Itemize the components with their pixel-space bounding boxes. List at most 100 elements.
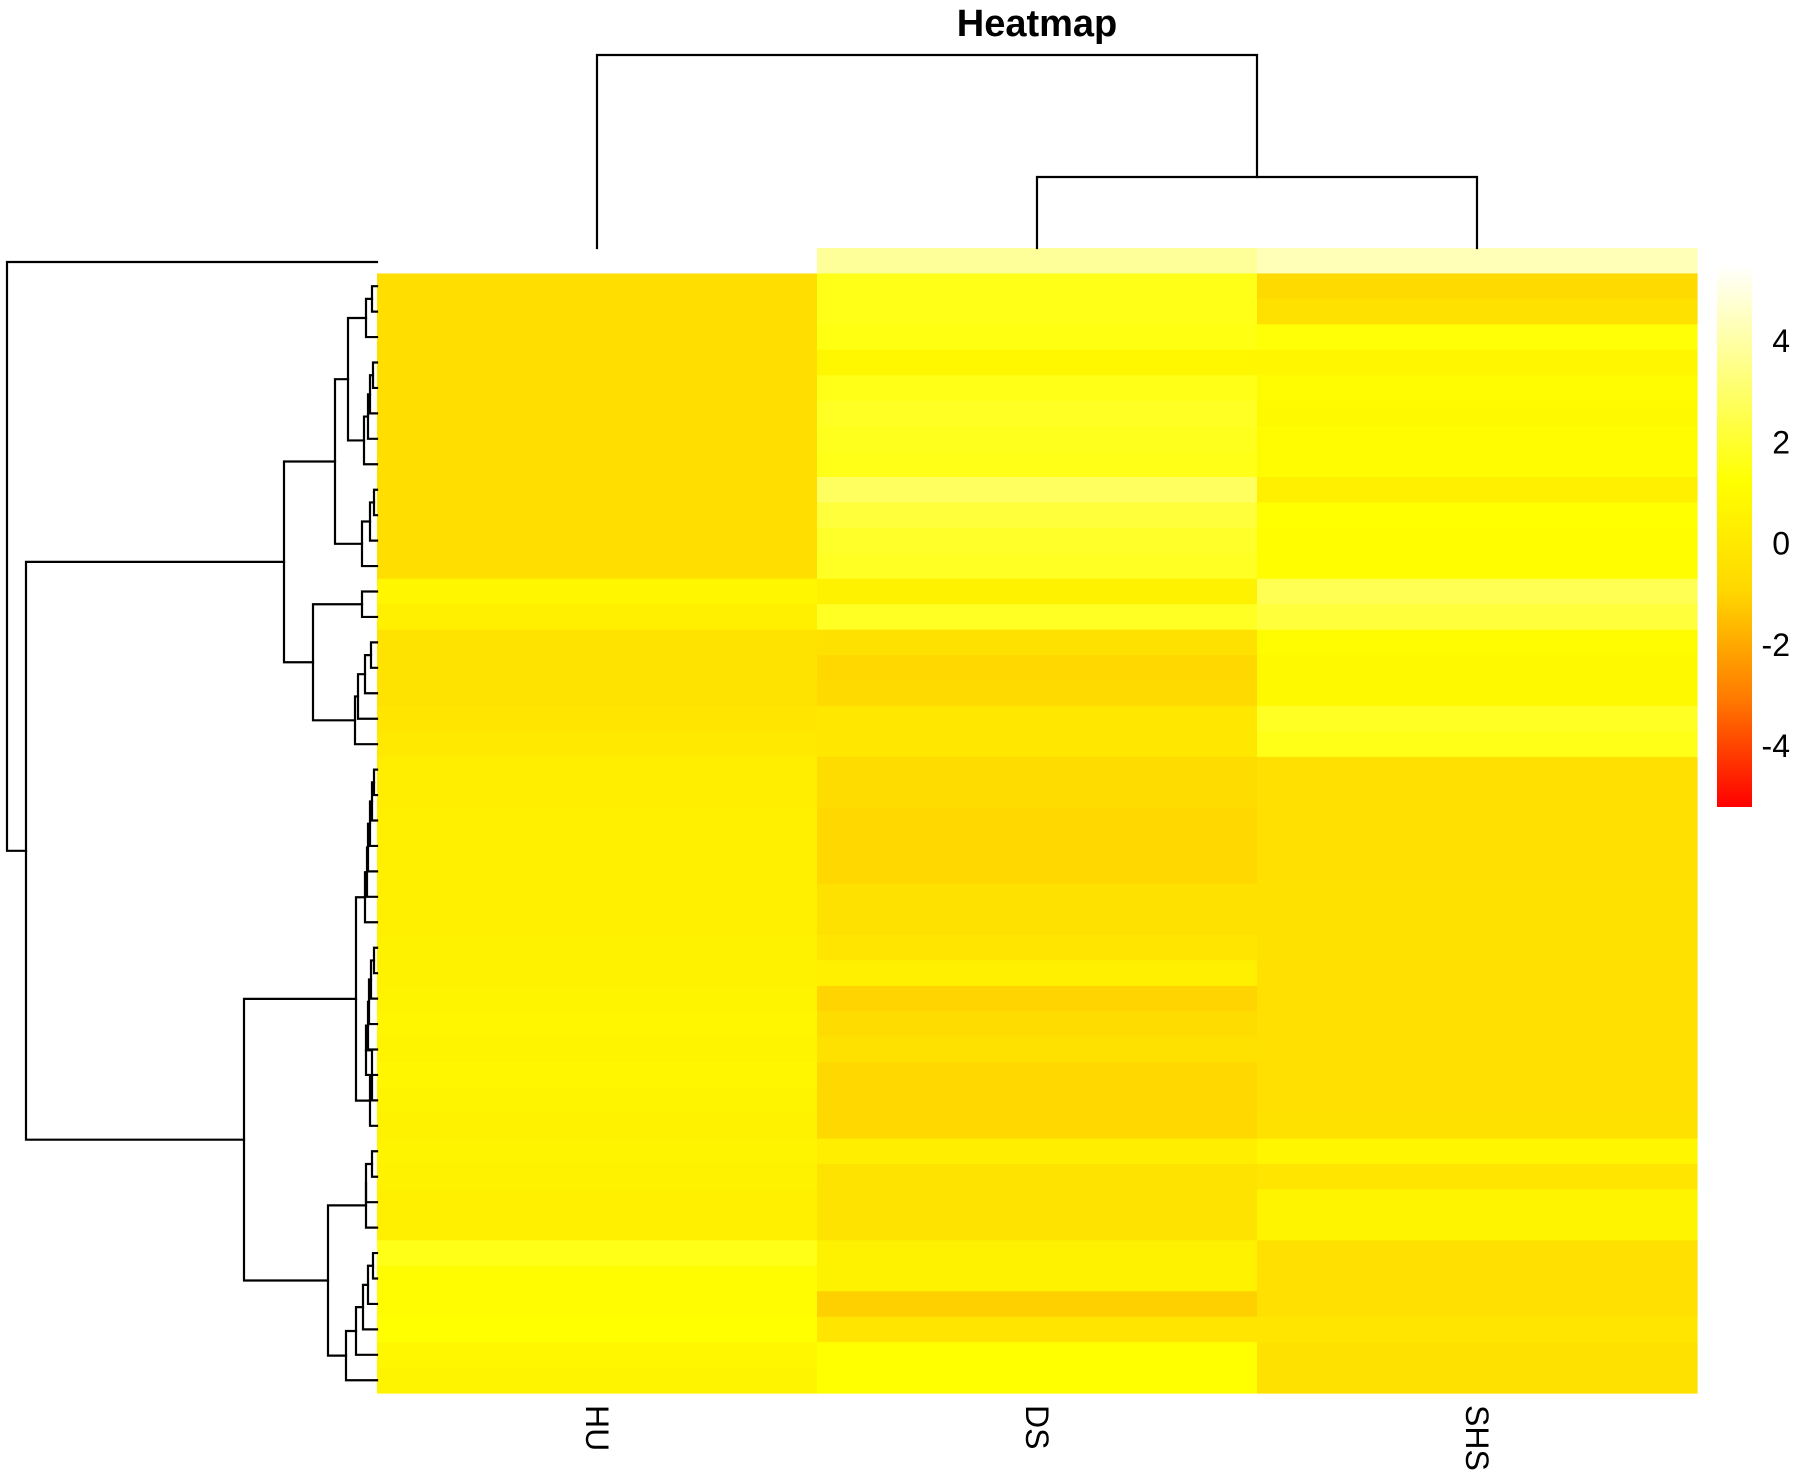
heatmap-cell	[1257, 756, 1698, 783]
chart-title: Heatmap	[957, 3, 1118, 45]
heatmap-cell	[1257, 985, 1698, 1012]
heatmap-cell	[817, 1011, 1258, 1038]
column-label-hu: HU	[579, 1405, 615, 1451]
heatmap-cell	[817, 578, 1258, 605]
heatmap-cell	[377, 1214, 818, 1241]
heatmap-cell	[377, 833, 818, 860]
column-label-ds: DS	[1019, 1405, 1055, 1449]
heatmap-cell	[377, 578, 818, 605]
heatmap-cell	[817, 248, 1258, 275]
heatmap-cell	[817, 1113, 1258, 1140]
heatmap-cell	[817, 1316, 1258, 1343]
heatmap-cell	[817, 273, 1258, 300]
heatmap-cell	[1257, 909, 1698, 936]
heatmap-cell	[377, 1189, 818, 1216]
heatmap-cell	[1257, 935, 1698, 962]
heatmap-cell	[817, 807, 1258, 834]
heatmap-cell	[817, 833, 1258, 860]
column-labels: HU DS SHS	[579, 1405, 1495, 1471]
heatmap-cell	[817, 1189, 1258, 1216]
heatmap-cell	[1257, 655, 1698, 682]
heatmap-cell	[817, 629, 1258, 656]
heatmap-cell	[1257, 1265, 1698, 1292]
heatmap-cell	[377, 451, 818, 478]
heatmap-cell	[817, 477, 1258, 504]
heatmap-cell	[817, 1087, 1258, 1114]
heatmap-cell	[377, 782, 818, 809]
heatmap-cell	[377, 858, 818, 885]
heatmap-cell	[377, 680, 818, 707]
heatmap-cell	[1257, 1316, 1698, 1343]
heatmap-cell	[377, 1367, 818, 1394]
heatmap-cell	[817, 502, 1258, 529]
heatmap-cell	[1257, 706, 1698, 733]
heatmap-cell	[1257, 1291, 1698, 1318]
row-dendrogram-link	[362, 415, 379, 466]
heatmap-cell	[377, 400, 818, 427]
heatmap-cell	[1257, 833, 1698, 860]
heatmap-cell	[817, 782, 1258, 809]
heatmap-cell	[817, 858, 1258, 885]
heatmap-cell	[1257, 1138, 1698, 1165]
heatmap-cell	[817, 400, 1258, 427]
heatmap-cell	[817, 426, 1258, 453]
heatmap-cell	[377, 960, 818, 987]
heatmap-cell	[1257, 1062, 1698, 1089]
heatmap-cell	[377, 985, 818, 1012]
heatmap-cell	[377, 1011, 818, 1038]
heatmap-cell	[817, 349, 1258, 376]
row-dendrogram-link	[24, 560, 286, 1141]
heatmap-cell	[377, 502, 818, 529]
heatmap-cell	[377, 1164, 818, 1191]
legend-tick-label: 4	[1772, 323, 1790, 359]
heatmap-cell	[1257, 807, 1698, 834]
heatmap-cell	[817, 909, 1258, 936]
heatmap-cell	[817, 731, 1258, 758]
heatmap-cell	[1257, 578, 1698, 605]
legend-tick-label: -2	[1762, 627, 1790, 663]
heatmap-cell	[1257, 349, 1698, 376]
heatmap-cell	[377, 706, 818, 733]
heatmap-cell	[817, 451, 1258, 478]
heatmap-cell	[377, 807, 818, 834]
heatmap-cell	[377, 1036, 818, 1063]
heatmap-cell	[1257, 1036, 1698, 1063]
column-dendrogram	[595, 53, 1479, 250]
heatmap-cell	[377, 477, 818, 504]
heatmap-cell	[377, 1062, 818, 1089]
heatmap-cell	[817, 553, 1258, 580]
heatmap-cell	[817, 1367, 1258, 1394]
heatmap-cell	[1257, 248, 1698, 275]
heatmap-cell	[817, 706, 1258, 733]
heatmap-cell	[377, 884, 818, 911]
heatmap-cell	[1257, 960, 1698, 987]
heatmap-cell	[1257, 477, 1698, 504]
heatmap-cell	[817, 324, 1258, 351]
column-label-shs: SHS	[1459, 1405, 1495, 1471]
heatmap-cell	[377, 375, 818, 402]
heatmap-cell	[377, 527, 818, 554]
heatmap-cell	[1257, 858, 1698, 885]
heatmap-cell	[377, 349, 818, 376]
heatmap-cell	[817, 1291, 1258, 1318]
row-dendrogram	[5, 260, 379, 1382]
heatmap-cell	[817, 1062, 1258, 1089]
color-legend-bar	[1717, 265, 1752, 807]
heatmap-cell	[377, 1265, 818, 1292]
heatmap-cell	[377, 604, 818, 631]
row-dendrogram-link	[354, 1306, 379, 1356]
heatmap-cell	[1257, 273, 1698, 300]
heatmap-cell	[377, 1240, 818, 1267]
heatmap-cell	[377, 324, 818, 351]
heatmap-cells	[377, 248, 1698, 1394]
heatmap-cell	[1257, 1240, 1698, 1267]
heatmap-cell	[1257, 451, 1698, 478]
column-dendrogram-link	[1035, 175, 1479, 250]
heatmap-cell	[817, 1036, 1258, 1063]
heatmap-cell	[817, 655, 1258, 682]
heatmap-cell	[1257, 782, 1698, 809]
heatmap-cell	[817, 604, 1258, 631]
heatmap-cell	[817, 960, 1258, 987]
legend-tick-label: 2	[1772, 424, 1790, 460]
heatmap-cell	[1257, 1214, 1698, 1241]
